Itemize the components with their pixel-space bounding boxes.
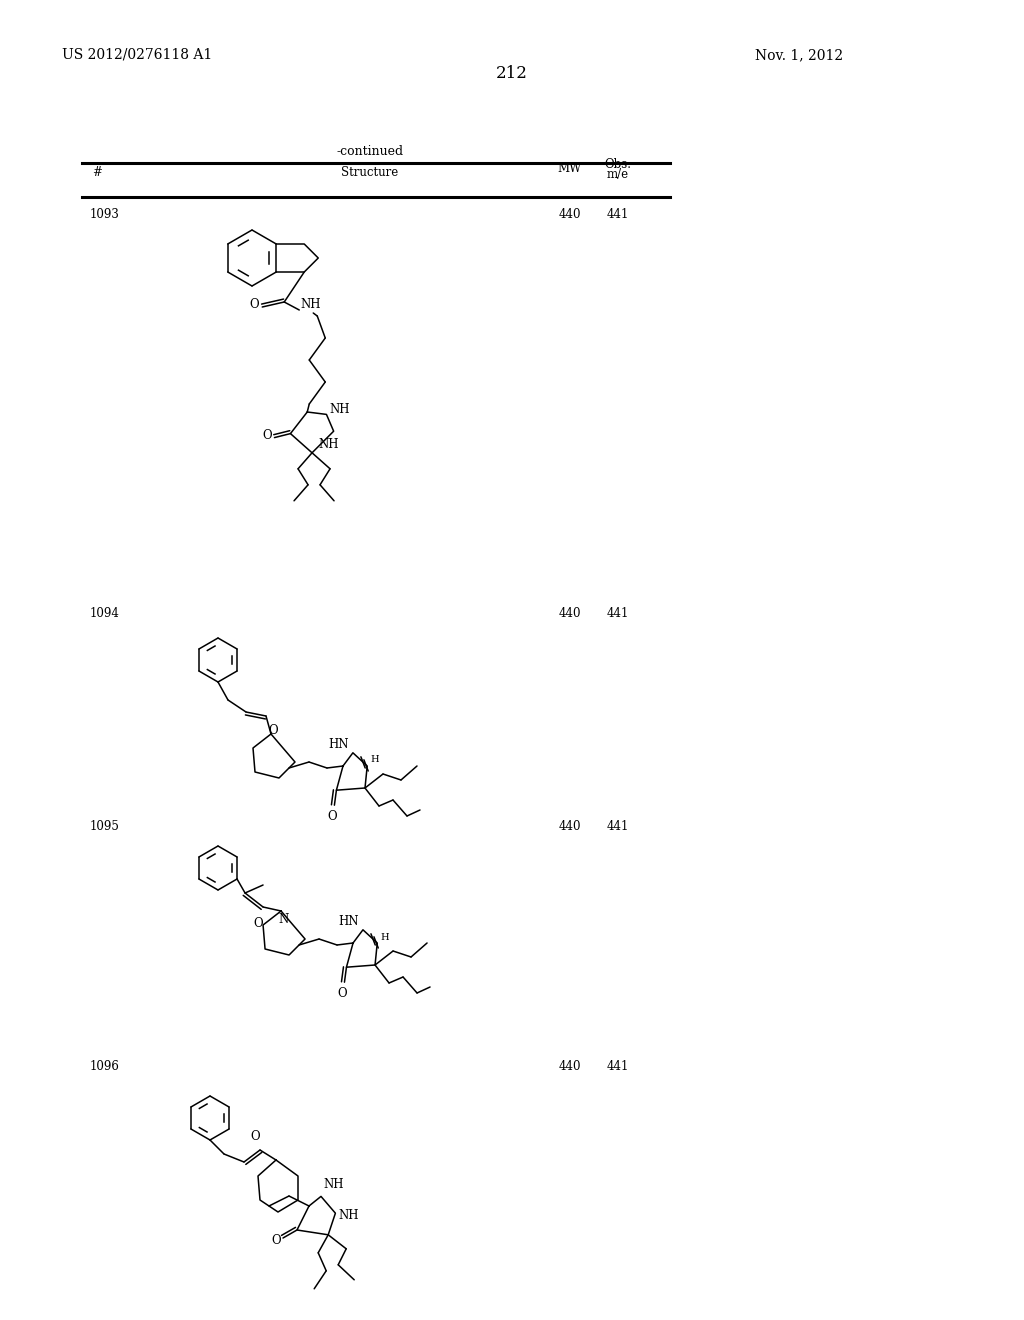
Text: NH: NH (318, 438, 339, 451)
Text: 1093: 1093 (90, 209, 120, 220)
Text: NH: NH (330, 403, 350, 416)
Text: O: O (268, 723, 278, 737)
Text: H: H (371, 755, 379, 764)
Text: 441: 441 (607, 1060, 629, 1073)
Text: O: O (250, 1130, 260, 1143)
Text: O: O (328, 810, 337, 824)
Text: O: O (262, 429, 272, 442)
Text: 441: 441 (607, 209, 629, 220)
Text: 1095: 1095 (90, 820, 120, 833)
Text: O: O (271, 1233, 281, 1246)
Text: Structure: Structure (341, 166, 398, 180)
Text: 440: 440 (559, 607, 582, 620)
Text: Obs.: Obs. (604, 158, 632, 172)
Text: O: O (249, 298, 259, 312)
Text: 440: 440 (559, 820, 582, 833)
Text: 1094: 1094 (90, 607, 120, 620)
Text: H: H (380, 932, 389, 941)
Text: 440: 440 (559, 1060, 582, 1073)
Text: 1096: 1096 (90, 1060, 120, 1073)
Text: O: O (253, 917, 263, 931)
Text: 441: 441 (607, 820, 629, 833)
Text: Nov. 1, 2012: Nov. 1, 2012 (755, 48, 843, 62)
Text: 441: 441 (607, 607, 629, 620)
Text: m/e: m/e (607, 168, 629, 181)
Text: 212: 212 (496, 65, 528, 82)
Text: 440: 440 (559, 209, 582, 220)
Text: NH: NH (323, 1177, 343, 1191)
Text: -continued: -continued (337, 145, 403, 158)
Text: NH: NH (300, 298, 321, 312)
Text: HN: HN (338, 915, 358, 928)
Text: NH: NH (338, 1209, 358, 1222)
Text: HN: HN (328, 738, 348, 751)
Text: MW: MW (558, 162, 582, 176)
Text: O: O (338, 987, 347, 1001)
Text: #: # (92, 166, 101, 180)
Text: N: N (279, 913, 289, 927)
Text: US 2012/0276118 A1: US 2012/0276118 A1 (62, 48, 212, 62)
